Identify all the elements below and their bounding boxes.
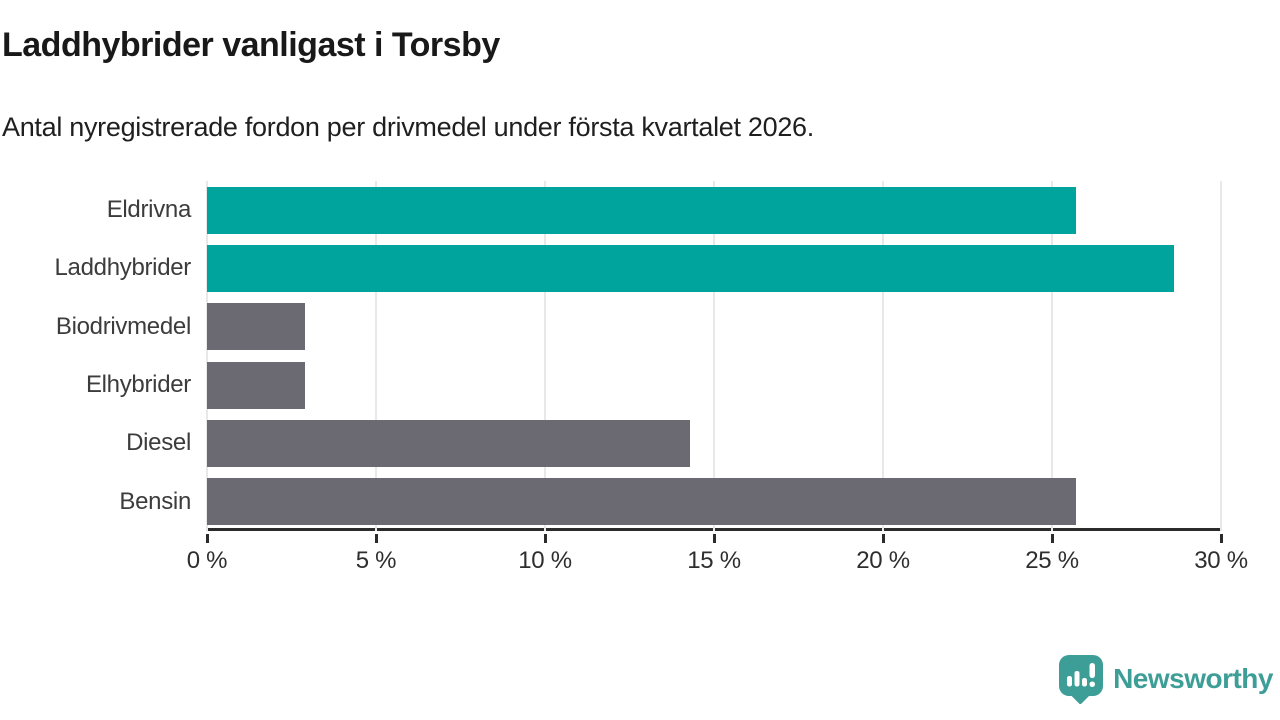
- bar-diesel: [207, 420, 691, 467]
- x-axis-tick: [205, 534, 209, 543]
- x-axis-tick: [881, 534, 885, 543]
- x-axis-tick-label: 30 %: [1194, 547, 1248, 574]
- x-axis-tick-label: 10 %: [518, 547, 572, 574]
- gridline: [882, 181, 884, 531]
- bar-elhybrider: [207, 361, 306, 409]
- gridline: [206, 181, 208, 531]
- y-axis-labels: Eldrivna Laddhybrider Biodrivmedel Elhybrid…: [0, 181, 192, 531]
- brand-name: Newsworthy: [1113, 663, 1273, 694]
- bar-eldrivna: [207, 186, 1076, 234]
- newsworthy-logo: Newsworthy: [1058, 654, 1273, 704]
- x-axis-tick-label: 0 %: [186, 547, 228, 574]
- bar-bensin: [207, 478, 1076, 526]
- chart-title: Laddhybrider vanligast i Torsby: [2, 26, 500, 64]
- x-axis-tick-label: 5 %: [355, 547, 397, 574]
- x-axis-tick: [374, 534, 378, 543]
- gridline: [713, 181, 715, 531]
- gridline: [375, 181, 377, 531]
- x-axis: 0 % 5 % 10 % 15 % 20 % 25 % 30 %: [187, 534, 1248, 584]
- x-axis-tick-label: 25 %: [1025, 547, 1079, 574]
- y-axis-label: Laddhybrider: [54, 254, 192, 282]
- x-axis-tick-label: 15 %: [687, 547, 741, 574]
- x-axis-tick: [1219, 534, 1223, 543]
- newsworthy-chart-speech-bubble-icon: [1058, 654, 1104, 704]
- y-axis-label: Biodrivmedel: [55, 312, 191, 340]
- chart-subtitle: Antal nyregistrerade fordon per drivmede…: [2, 112, 814, 142]
- x-axis-tick: [543, 534, 547, 543]
- gridline: [544, 181, 546, 531]
- gridline: [1220, 181, 1222, 531]
- y-axis-label: Elhybrider: [85, 371, 191, 399]
- bar-chart: Eldrivna Laddhybrider Biodrivmedel Elhybrid…: [0, 181, 1280, 601]
- bar-laddhybrider: [207, 245, 1174, 292]
- x-axis-tick: [712, 534, 716, 543]
- plot-area: [206, 181, 1222, 531]
- y-axis-label: Eldrivna: [106, 196, 192, 224]
- y-axis-label: Diesel: [126, 429, 191, 457]
- bar-biodrivmedel: [207, 303, 306, 351]
- gridline: [1051, 181, 1053, 531]
- y-axis-label: Bensin: [119, 487, 191, 515]
- x-axis-tick-label: 20 %: [856, 547, 910, 574]
- x-axis-tick: [1050, 534, 1054, 543]
